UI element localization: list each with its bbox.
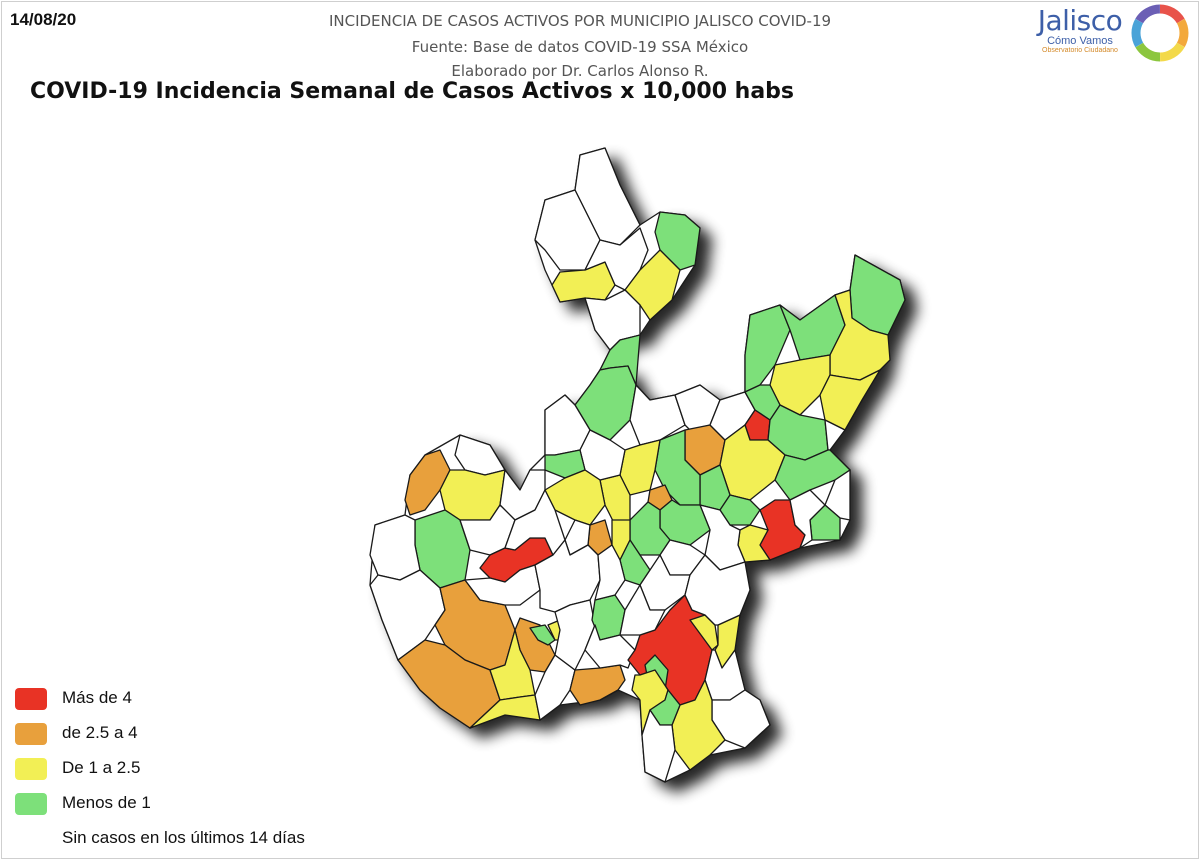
municipality (544, 469, 606, 526)
legend-label: De 1 a 2.5 (62, 758, 141, 777)
header-line-3: Elaborado por Dr. Carlos Alonso R. (451, 62, 709, 80)
municipality (789, 489, 826, 549)
municipality (699, 504, 746, 571)
legend-label: Más de 4 (62, 688, 132, 707)
municipality (594, 544, 626, 601)
municipality (369, 514, 421, 581)
legend-label: Sin casos en los últimos 14 días (62, 828, 305, 847)
legend-swatch-yellow (15, 758, 47, 780)
municipality (824, 469, 851, 521)
municipality (404, 449, 451, 516)
logo-ring-segment (1131, 4, 1189, 62)
legend-swatch-orange (15, 723, 47, 745)
logo-tagline: Observatorio Ciudadano (1042, 47, 1118, 54)
municipality (689, 614, 719, 651)
logo-ring-icon (1131, 4, 1189, 62)
municipality (641, 709, 676, 783)
legend-swatch-green (15, 793, 47, 815)
legend-item: de 2.5 a 4 (15, 719, 415, 747)
logo-name: Jalisco (1037, 4, 1123, 37)
municipality (529, 624, 556, 646)
municipality (569, 664, 626, 706)
municipality (684, 554, 751, 626)
municipality (819, 369, 881, 431)
legend-swatch-red (15, 688, 47, 710)
header-line-2: Fuente: Base de datos COVID-19 SSA Méxic… (411, 38, 749, 56)
municipality (629, 384, 686, 446)
municipality (619, 584, 666, 636)
map-title: COVID-19 Incidencia Semanal de Casos Act… (30, 79, 795, 104)
legend-label: Menos de 1 (62, 793, 151, 812)
report-date: 14/08/20 (10, 10, 77, 29)
logo-subtitle: Cómo Vamos (1047, 35, 1113, 47)
legend-item: Más de 4 (15, 684, 415, 712)
legend-swatch-white (15, 828, 47, 850)
legend-item: De 1 a 2.5 (15, 754, 415, 782)
municipality (829, 289, 891, 381)
legend-item: Menos de 1 (15, 789, 415, 817)
logo-ring-segment (1131, 4, 1189, 62)
legend-item: Sin casos en los últimos 14 días (15, 824, 415, 852)
logo-ring-segment (1131, 4, 1189, 62)
header-line-1: INCIDENCIA DE CASOS ACTIVOS POR MUNICIPI… (328, 12, 832, 30)
logo: Jalisco Cómo Vamos Observatorio Ciudadan… (1030, 4, 1130, 54)
municipalities (369, 147, 906, 783)
legend-label: de 2.5 a 4 (62, 723, 138, 742)
